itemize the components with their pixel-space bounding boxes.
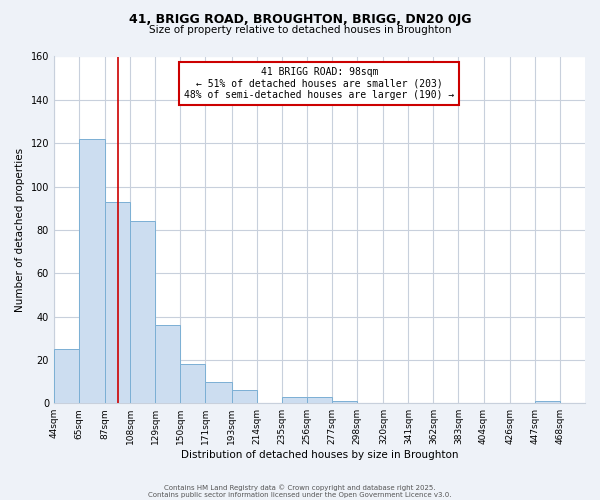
Text: Size of property relative to detached houses in Broughton: Size of property relative to detached ho… [149,25,451,35]
Bar [332,401,357,403]
Bar [105,202,130,403]
Bar [232,390,257,403]
Bar [535,401,560,403]
Bar [54,349,79,403]
Y-axis label: Number of detached properties: Number of detached properties [15,148,25,312]
Text: 41 BRIGG ROAD: 98sqm
← 51% of detached houses are smaller (203)
48% of semi-deta: 41 BRIGG ROAD: 98sqm ← 51% of detached h… [184,67,455,100]
Bar [181,364,205,403]
Text: 41, BRIGG ROAD, BROUGHTON, BRIGG, DN20 0JG: 41, BRIGG ROAD, BROUGHTON, BRIGG, DN20 0… [129,12,471,26]
Bar [307,396,332,403]
X-axis label: Distribution of detached houses by size in Broughton: Distribution of detached houses by size … [181,450,458,460]
Text: Contains public sector information licensed under the Open Government Licence v3: Contains public sector information licen… [148,492,452,498]
Bar [79,139,105,403]
Bar [130,221,155,403]
Text: Contains HM Land Registry data © Crown copyright and database right 2025.: Contains HM Land Registry data © Crown c… [164,484,436,491]
Bar [155,325,181,403]
Bar [282,396,307,403]
Bar [205,382,232,403]
